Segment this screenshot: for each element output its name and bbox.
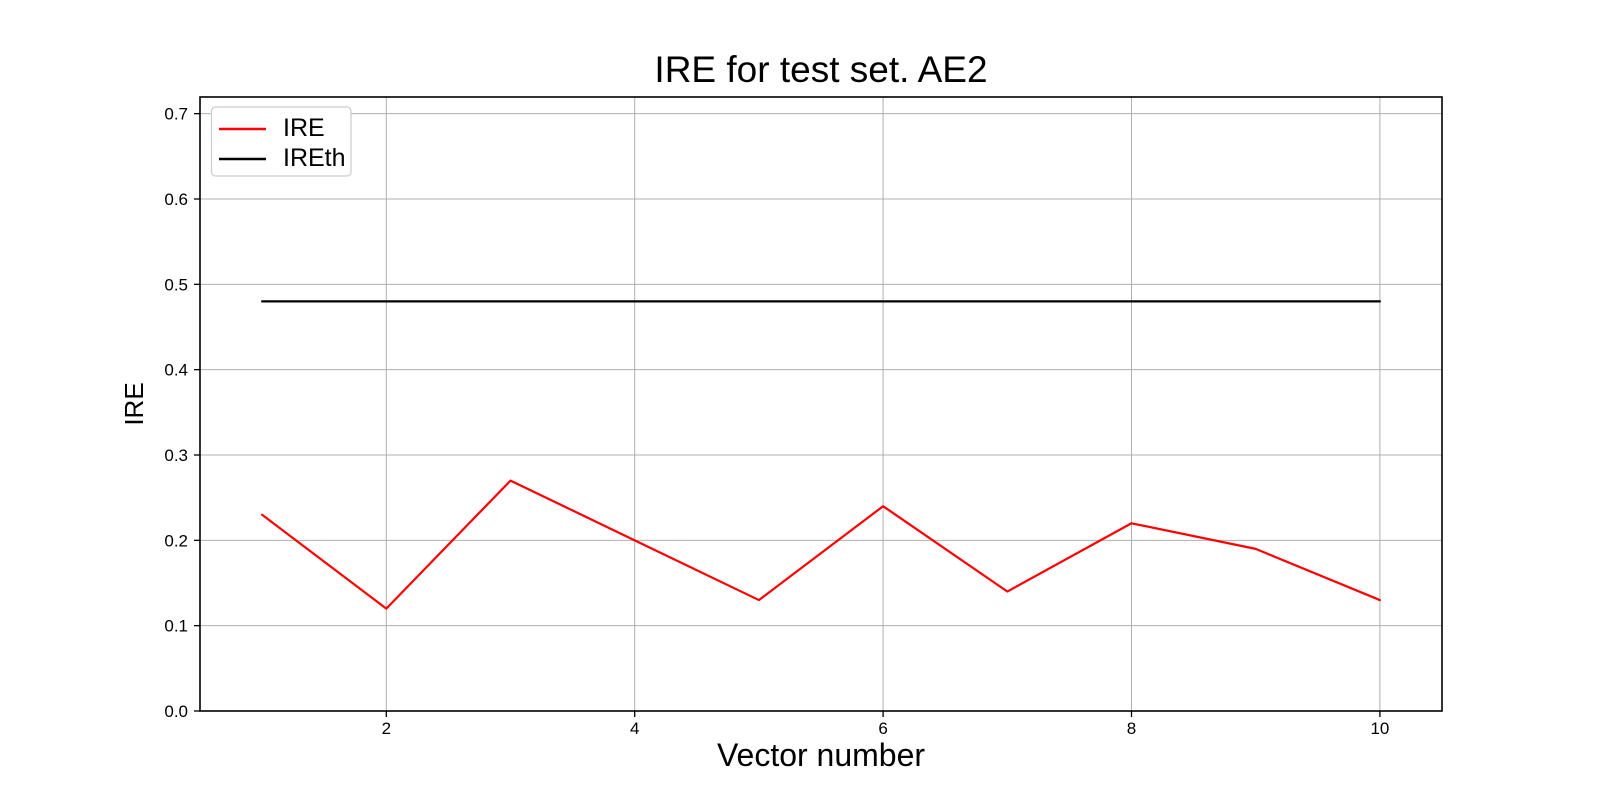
svg-text:0.6: 0.6	[164, 190, 188, 209]
svg-text:6: 6	[878, 719, 887, 738]
svg-text:IREth: IREth	[283, 144, 346, 172]
svg-text:0.2: 0.2	[164, 531, 188, 550]
svg-text:IRE: IRE	[283, 114, 325, 142]
svg-text:0.1: 0.1	[164, 617, 188, 636]
svg-text:Vector number: Vector number	[717, 737, 925, 773]
svg-text:4: 4	[630, 719, 639, 738]
svg-text:0.3: 0.3	[164, 446, 188, 465]
svg-text:8: 8	[1127, 719, 1136, 738]
svg-text:IRE: IRE	[119, 382, 149, 425]
svg-text:0.5: 0.5	[164, 275, 188, 294]
svg-text:IRE for test set. AE2: IRE for test set. AE2	[654, 49, 987, 90]
svg-text:2: 2	[382, 719, 391, 738]
svg-text:10: 10	[1370, 719, 1389, 738]
svg-text:0.7: 0.7	[164, 105, 188, 124]
svg-text:0.0: 0.0	[164, 702, 188, 721]
svg-text:0.4: 0.4	[164, 361, 188, 380]
